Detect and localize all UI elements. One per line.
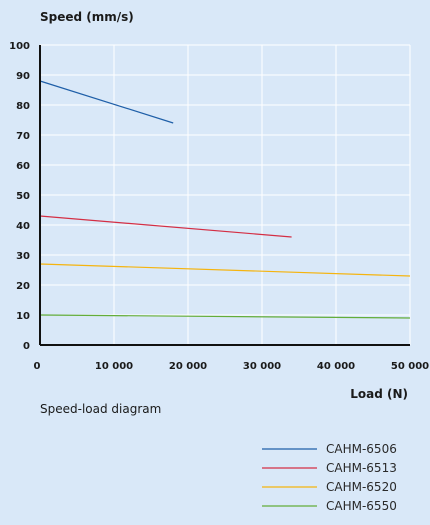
y-tick-label: 10 bbox=[16, 311, 30, 322]
x-tick-label: 10 000 bbox=[95, 361, 133, 372]
x-tick-label: 40 000 bbox=[317, 361, 355, 372]
y-tick-label: 90 bbox=[16, 71, 30, 82]
grid-layer bbox=[40, 44, 411, 345]
legend-label: CAHM-6506 bbox=[326, 442, 397, 456]
x-tick-label: 20 000 bbox=[169, 361, 207, 372]
y-tick-label: 60 bbox=[16, 161, 30, 172]
axis-layer bbox=[39, 45, 410, 346]
y-tick-label: 40 bbox=[16, 221, 30, 232]
y-tick-label: 100 bbox=[9, 41, 30, 52]
y-tick-label: 50 bbox=[16, 191, 30, 202]
y-tick-label: 70 bbox=[16, 131, 30, 142]
legend: CAHM-6506 CAHM-6513 CAHM-6520 CAHM-6550 bbox=[262, 442, 397, 513]
x-tick-label: 50 000 bbox=[391, 361, 429, 372]
legend-label: CAHM-6550 bbox=[326, 499, 397, 513]
legend-label: CAHM-6513 bbox=[326, 461, 397, 475]
y-tick-label: 30 bbox=[16, 251, 30, 262]
x-tick-label: 30 000 bbox=[243, 361, 281, 372]
series-line-cahm-6550 bbox=[39, 314, 411, 319]
y-tick-label: 80 bbox=[16, 101, 30, 112]
series-line-cahm-6520 bbox=[39, 263, 411, 277]
y-axis-title: Speed (mm/s) bbox=[40, 10, 134, 24]
x-tick-label: 0 bbox=[34, 361, 41, 372]
y-tick-label: 20 bbox=[16, 281, 30, 292]
series-line-cahm-6513 bbox=[39, 215, 292, 238]
tick-layer: 0 10 20 30 40 50 60 70 80 90 100 0 10 000 20 000 30 00… bbox=[9, 41, 429, 372]
series-line-cahm-6506 bbox=[39, 80, 174, 124]
x-axis-title: Load (N) bbox=[350, 387, 408, 401]
series-layer bbox=[39, 80, 411, 319]
y-tick-label: 0 bbox=[23, 341, 30, 352]
legend-label: CAHM-6520 bbox=[326, 480, 397, 494]
chart-caption: Speed-load diagram bbox=[40, 402, 161, 416]
